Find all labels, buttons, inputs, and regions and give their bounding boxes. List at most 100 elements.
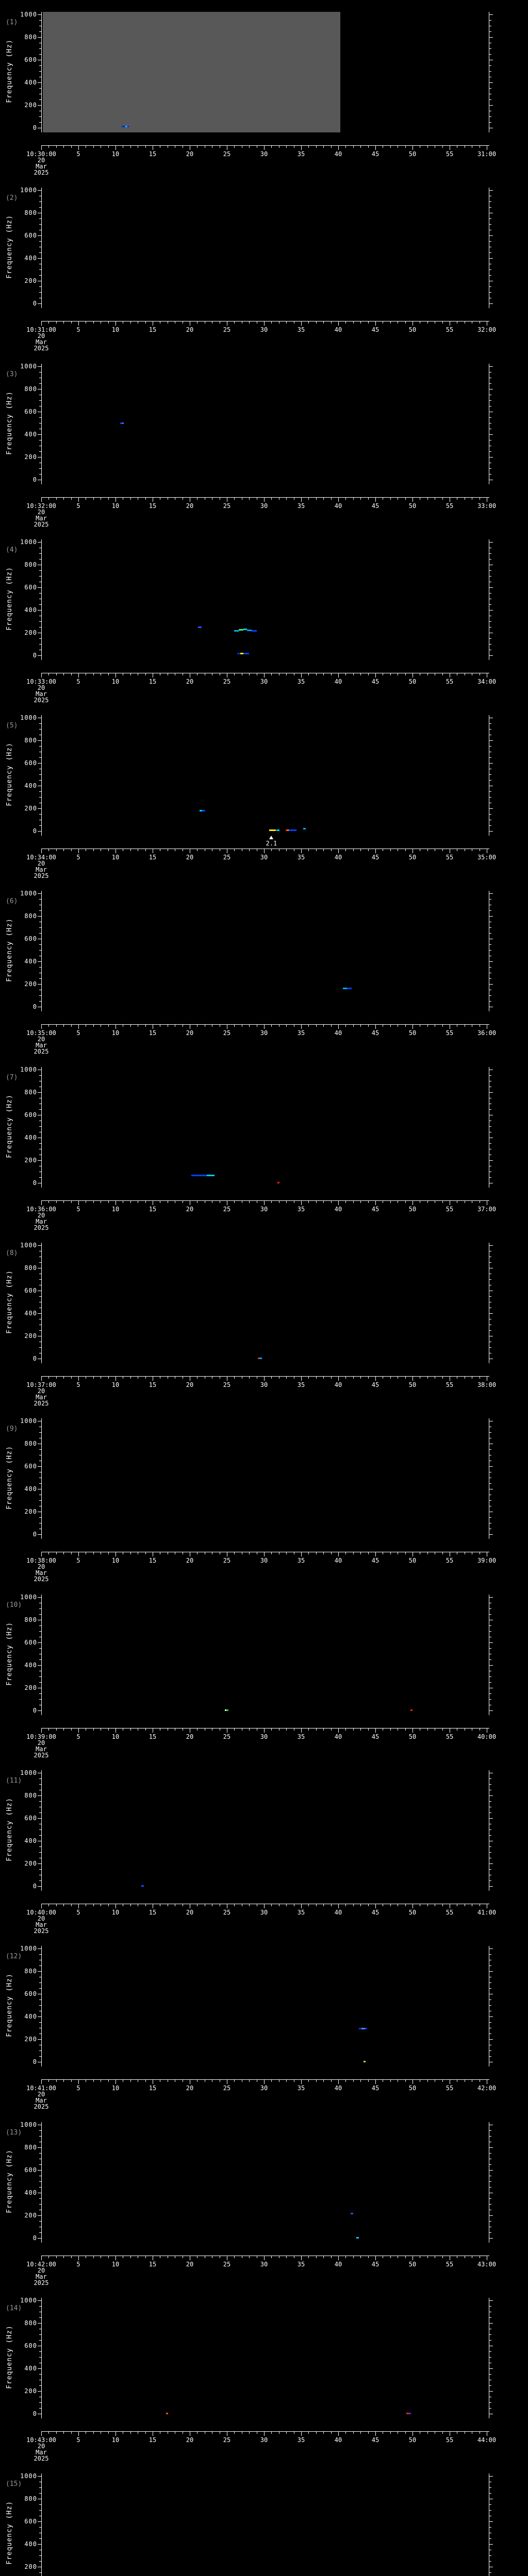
x-tick: [301, 1728, 302, 1733]
x-tick: [345, 2431, 346, 2434]
x-tick-label: 10: [111, 2084, 120, 2092]
x-tick: [286, 1025, 287, 1027]
y-tick-label: 200: [24, 453, 37, 461]
plot-area: [43, 1243, 489, 1364]
y-tick: [489, 37, 493, 38]
y-tick: [39, 2187, 41, 2188]
y-tick: [489, 1648, 491, 1649]
date-label: 2025: [34, 345, 49, 352]
y-tick: [39, 1954, 41, 1955]
y-tick: [39, 1869, 41, 1870]
x-tick: [390, 849, 391, 852]
date-label: Mar: [36, 1042, 47, 1049]
y-tick: [39, 2357, 41, 2358]
x-tick: [264, 1200, 265, 1205]
x-tick-label: 40: [334, 326, 342, 334]
spectral-feature: [191, 1175, 207, 1176]
x-tick: [316, 497, 317, 500]
y-tick-label: 600: [24, 1814, 37, 1822]
x-tick: [405, 146, 406, 148]
x-tick-label: 25: [223, 1381, 231, 1389]
x-tick: [286, 146, 287, 148]
x-tick: [93, 1377, 94, 1379]
x-tick-label: 15: [148, 502, 157, 510]
x-tick-label: 10: [111, 1205, 120, 1213]
x-tick: [360, 1728, 361, 1731]
date-label: 2025: [34, 1400, 49, 1408]
spectral-feature: [239, 629, 243, 631]
x-tick: [412, 146, 413, 150]
x-tick: [345, 2256, 346, 2258]
x-tick: [412, 1552, 413, 1557]
x-tick-label: 45: [371, 2084, 380, 2092]
y-axis-spine-left: [41, 363, 42, 484]
date-label: 20: [37, 860, 45, 868]
x-tick: [442, 1728, 443, 1731]
x-tick: [301, 1377, 302, 1381]
x-tick-label: 40: [334, 1908, 342, 1916]
x-tick-label: 20: [186, 1557, 194, 1565]
y-tick-label: 600: [24, 56, 37, 63]
x-tick-label: 55: [446, 2084, 454, 2092]
x-tick-label: 30: [260, 2436, 268, 2444]
y-tick: [38, 961, 41, 962]
y-tick: [489, 258, 493, 259]
y-axis-spine-left: [41, 891, 42, 1012]
y-tick: [489, 82, 493, 83]
y-tick: [38, 1092, 41, 1093]
y-tick: [39, 2204, 41, 2205]
x-tick: [323, 1552, 324, 1555]
x-tick: [442, 2431, 443, 2434]
y-tick: [38, 2238, 41, 2239]
y-tick-label: 400: [24, 1485, 37, 1493]
y-tick: [39, 575, 41, 577]
x-tick: [301, 146, 302, 150]
spectral-feature: [258, 1358, 260, 1360]
x-tick-label: 40: [334, 502, 342, 510]
x-tick-label: 50: [408, 1557, 417, 1565]
y-tick: [39, 2033, 41, 2035]
y-tick: [39, 604, 41, 605]
x-tick: [63, 849, 64, 852]
x-tick: [427, 2431, 428, 2434]
x-tick: [286, 2256, 287, 2258]
y-tick-label: 400: [24, 1133, 37, 1141]
x-tick: [375, 497, 376, 502]
x-tick: [264, 321, 265, 326]
x-tick: [427, 1904, 428, 1906]
x-tick: [71, 2431, 72, 2434]
x-tick: [145, 673, 146, 675]
x-tick: [323, 321, 324, 324]
x-tick: [316, 2256, 317, 2258]
date-label: 2025: [34, 696, 49, 704]
x-tick-label: 45: [371, 1908, 380, 1916]
y-tick-label: 0: [32, 651, 37, 659]
y-tick: [489, 2374, 491, 2375]
y-tick-label: 0: [32, 2058, 37, 2066]
y-tick: [39, 899, 41, 900]
x-tick: [63, 1904, 64, 1906]
x-tick: [308, 146, 309, 148]
x-tick: [442, 146, 443, 148]
x-tick-label: 55: [446, 150, 454, 158]
y-tick: [489, 275, 491, 276]
x-tick-label: 35: [297, 2436, 305, 2444]
y-tick: [38, 2521, 41, 2522]
x-tick: [63, 1552, 64, 1555]
x-tick: [71, 1728, 72, 1731]
x-tick-label: 5: [76, 1908, 80, 1916]
x-tick-label: 50: [408, 1381, 417, 1389]
x-tick: [375, 849, 376, 854]
y-tick: [489, 740, 493, 741]
x-tick: [360, 497, 361, 500]
x-tick: [316, 1377, 317, 1379]
x-tick-label: 45: [371, 677, 380, 685]
x-tick: [368, 2431, 369, 2434]
y-tick-label: 400: [24, 782, 37, 790]
x-tick: [375, 2080, 376, 2084]
x-tick: [145, 1377, 146, 1379]
x-tick: [93, 321, 94, 324]
x-tick-label: 45: [371, 2260, 380, 2268]
x-tick: [368, 1377, 369, 1379]
x-tick-label: 40: [334, 1557, 342, 1565]
